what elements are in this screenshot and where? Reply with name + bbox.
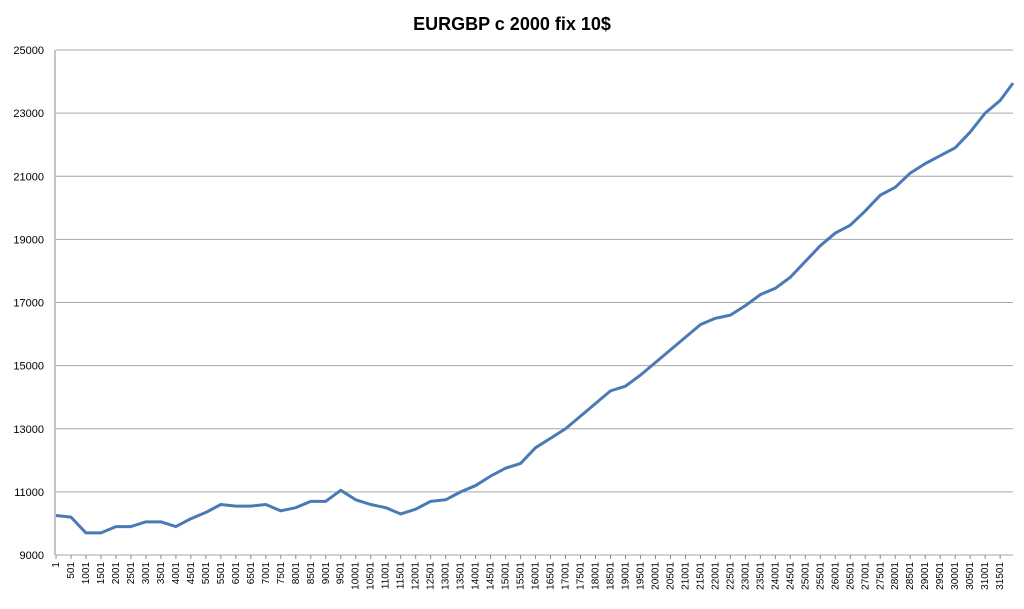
x-tick-label: 3001 bbox=[141, 562, 152, 585]
x-tick-label: 17501 bbox=[576, 562, 587, 590]
x-tick-label: 12001 bbox=[411, 562, 422, 590]
x-tick-label: 6001 bbox=[231, 562, 242, 585]
x-tick-label: 25501 bbox=[815, 562, 826, 590]
y-tick-label: 25000 bbox=[13, 45, 44, 57]
x-tick-label: 8501 bbox=[306, 562, 317, 585]
line bbox=[55, 82, 1015, 535]
x-tick-label: 18501 bbox=[605, 562, 616, 590]
x-tick-label: 11501 bbox=[396, 562, 407, 590]
x-tick-label: 1001 bbox=[81, 562, 92, 585]
x-tick-label: 12501 bbox=[426, 562, 437, 590]
x-tick-label: 26501 bbox=[845, 562, 856, 590]
x-tick-label: 24501 bbox=[785, 562, 796, 590]
x-tick-label: 19001 bbox=[620, 562, 631, 590]
x-tick-label: 18001 bbox=[591, 562, 602, 590]
x-tick-label: 6501 bbox=[246, 562, 257, 585]
x-tick-label: 21001 bbox=[680, 562, 691, 590]
y-tick-label: 9000 bbox=[20, 550, 44, 562]
x-tick-label: 10001 bbox=[351, 562, 362, 590]
x-tick-label: 11001 bbox=[381, 562, 392, 590]
x-tick-label: 25001 bbox=[800, 562, 811, 590]
x-tick-label: 22001 bbox=[710, 562, 721, 590]
x-tick-label: 30501 bbox=[965, 562, 976, 590]
x-tick-label: 5501 bbox=[216, 562, 227, 585]
y-tick-label: 19000 bbox=[13, 234, 44, 246]
x-tick-label: 14501 bbox=[486, 562, 497, 590]
x-tick-label: 20501 bbox=[665, 562, 676, 590]
y-tick-label: 23000 bbox=[13, 108, 44, 120]
x-tick-label: 16501 bbox=[546, 562, 557, 590]
x-tick-label: 5001 bbox=[201, 562, 212, 585]
x-tick-label: 26001 bbox=[830, 562, 841, 590]
x-tick-label: 28501 bbox=[905, 562, 916, 590]
x-tick-label: 15501 bbox=[516, 562, 527, 590]
y-tick-label: 17000 bbox=[13, 298, 44, 310]
x-tick-label: 29001 bbox=[920, 562, 931, 590]
x-tick-label: 13001 bbox=[441, 562, 452, 590]
y-tick-label: 11000 bbox=[14, 487, 44, 499]
x-tick-label: 1 bbox=[51, 562, 62, 568]
x-tick-label: 1501 bbox=[96, 562, 107, 585]
x-tick-label: 3501 bbox=[156, 562, 167, 585]
x-tick-label: 16001 bbox=[531, 562, 542, 590]
x-tick-label: 17001 bbox=[561, 562, 572, 590]
x-tick-label: 23001 bbox=[740, 562, 751, 590]
x-tick-label: 7501 bbox=[276, 562, 287, 585]
x-tick-label: 501 bbox=[66, 562, 77, 579]
x-tick-label: 27001 bbox=[860, 562, 871, 590]
y-tick-label: 21000 bbox=[13, 171, 44, 183]
x-tick-label: 29501 bbox=[935, 562, 946, 590]
x-tick-label: 28001 bbox=[890, 562, 901, 590]
x-tick-label: 19501 bbox=[635, 562, 646, 590]
x-tick-label: 2501 bbox=[126, 562, 137, 585]
x-tick-label: 21501 bbox=[695, 562, 706, 590]
x-tick-label: 2001 bbox=[111, 562, 122, 585]
x-tick-label: 9001 bbox=[321, 562, 332, 585]
x-tick-label: 22501 bbox=[725, 562, 736, 590]
x-tick-label: 4001 bbox=[171, 562, 182, 585]
x-tick-label: 8001 bbox=[291, 562, 302, 585]
y-tick-label: 13000 bbox=[13, 424, 44, 436]
x-tick-label: 24001 bbox=[770, 562, 781, 590]
x-tick-label: 14001 bbox=[471, 562, 482, 590]
x-tick-label: 23501 bbox=[755, 562, 766, 590]
x-tick-label: 7001 bbox=[261, 562, 272, 585]
x-tick-label: 31501 bbox=[995, 562, 1006, 590]
x-tick-label: 20001 bbox=[650, 562, 661, 590]
x-tick-label: 31001 bbox=[980, 562, 991, 590]
y-tick-label: 15000 bbox=[13, 361, 44, 373]
x-tick-label: 9501 bbox=[336, 562, 347, 585]
x-tick-label: 27501 bbox=[875, 562, 886, 590]
x-tick-label: 4501 bbox=[186, 562, 197, 585]
x-tick-label: 15001 bbox=[501, 562, 512, 590]
x-tick-label: 30001 bbox=[950, 562, 961, 590]
x-tick-label: 13501 bbox=[456, 562, 467, 590]
chart-title: EURGBP c 2000 fix 10$ bbox=[413, 14, 611, 34]
x-tick-label: 10501 bbox=[366, 562, 377, 590]
